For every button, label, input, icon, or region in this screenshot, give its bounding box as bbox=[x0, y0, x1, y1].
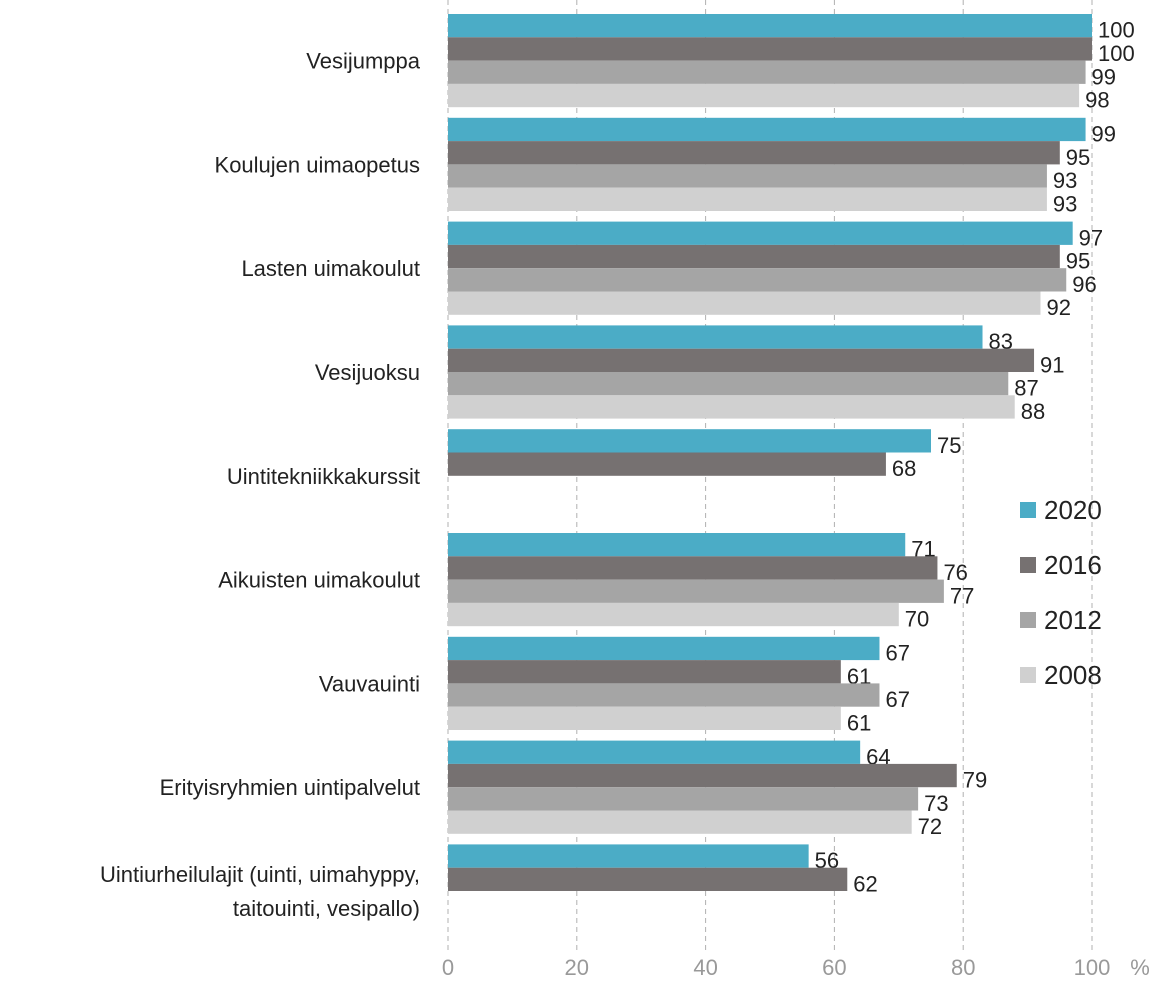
bar bbox=[448, 660, 841, 684]
x-axis-unit: % bbox=[1130, 955, 1150, 980]
x-tick-label: 60 bbox=[822, 955, 846, 980]
data-label: 87 bbox=[1014, 376, 1038, 401]
data-label: 100 bbox=[1098, 41, 1135, 66]
category-label: Vesijumppa bbox=[306, 49, 421, 74]
data-label: 75 bbox=[937, 433, 961, 458]
bar bbox=[448, 141, 1060, 165]
bar bbox=[448, 83, 1080, 108]
data-label: 76 bbox=[943, 560, 967, 585]
data-label: 70 bbox=[905, 607, 929, 632]
legend-label: 2012 bbox=[1044, 605, 1102, 635]
data-label: 62 bbox=[853, 871, 877, 896]
bar bbox=[448, 37, 1092, 61]
bar bbox=[448, 533, 906, 557]
bar bbox=[448, 602, 899, 627]
legend-label: 2020 bbox=[1044, 495, 1102, 525]
data-label: 99 bbox=[1092, 121, 1116, 146]
bar bbox=[448, 187, 1047, 211]
bar bbox=[448, 268, 1067, 292]
bar bbox=[448, 636, 880, 661]
bar bbox=[448, 787, 919, 811]
data-label: 73 bbox=[924, 791, 948, 816]
data-label: 67 bbox=[885, 640, 909, 665]
x-tick-label: 0 bbox=[442, 955, 454, 980]
bar bbox=[448, 244, 1060, 269]
category-label: Vesijuoksu bbox=[315, 360, 420, 385]
category-label: Aikuisten uimakoulut bbox=[218, 568, 420, 593]
legend-swatch bbox=[1020, 612, 1036, 628]
data-label: 93 bbox=[1053, 168, 1077, 193]
bar bbox=[448, 221, 1073, 245]
bar bbox=[448, 763, 957, 788]
category-label: Koulujen uimaopetus bbox=[215, 152, 420, 177]
data-label: 67 bbox=[885, 687, 909, 712]
bar bbox=[448, 706, 841, 730]
category-label: Lasten uimakoulut bbox=[241, 256, 420, 281]
bar bbox=[448, 164, 1047, 188]
x-tick-label: 100 bbox=[1074, 955, 1111, 980]
x-tick-label: 20 bbox=[565, 955, 589, 980]
bar bbox=[448, 844, 809, 868]
bar bbox=[448, 556, 938, 580]
data-label: 97 bbox=[1079, 225, 1103, 250]
bar bbox=[448, 372, 1009, 396]
bar bbox=[448, 291, 1041, 315]
bar bbox=[448, 579, 944, 603]
data-label: 93 bbox=[1053, 191, 1077, 216]
data-label: 95 bbox=[1066, 145, 1090, 170]
data-label: 100 bbox=[1098, 18, 1135, 43]
data-label: 99 bbox=[1092, 64, 1116, 89]
data-label: 68 bbox=[892, 456, 916, 481]
bar bbox=[448, 683, 880, 707]
legend-swatch bbox=[1020, 667, 1036, 683]
bar bbox=[448, 395, 1015, 419]
bar bbox=[448, 867, 848, 891]
data-label: 98 bbox=[1085, 88, 1109, 113]
bar bbox=[448, 14, 1092, 38]
bar bbox=[448, 60, 1086, 84]
bar bbox=[448, 452, 886, 476]
legend-swatch bbox=[1020, 557, 1036, 573]
bar bbox=[448, 429, 931, 453]
bar bbox=[448, 740, 861, 764]
x-tick-label: 80 bbox=[951, 955, 975, 980]
legend-label: 2016 bbox=[1044, 550, 1102, 580]
bar bbox=[448, 348, 1035, 372]
bar bbox=[448, 325, 983, 349]
data-label: 92 bbox=[1046, 295, 1070, 320]
category-label: Erityisryhmien uintipalvelut bbox=[160, 775, 420, 800]
bar bbox=[448, 117, 1086, 142]
data-label: 95 bbox=[1066, 249, 1090, 274]
category-label: Uintiurheilulajit (uinti, uimahyppy, tait… bbox=[100, 862, 420, 921]
data-label: 88 bbox=[1021, 399, 1045, 424]
data-label: 72 bbox=[918, 814, 942, 839]
bar bbox=[448, 810, 912, 834]
x-tick-label: 40 bbox=[693, 955, 717, 980]
data-label: 96 bbox=[1072, 272, 1096, 297]
category-label: Vauvauinti bbox=[319, 671, 420, 696]
legend-label: 2008 bbox=[1044, 660, 1102, 690]
data-label: 77 bbox=[950, 583, 974, 608]
category-label: Uintitekniikkakurssit bbox=[227, 464, 420, 489]
data-label: 61 bbox=[847, 710, 871, 735]
legend-swatch bbox=[1020, 502, 1036, 518]
data-label: 91 bbox=[1040, 352, 1064, 377]
data-label: 79 bbox=[963, 768, 987, 793]
